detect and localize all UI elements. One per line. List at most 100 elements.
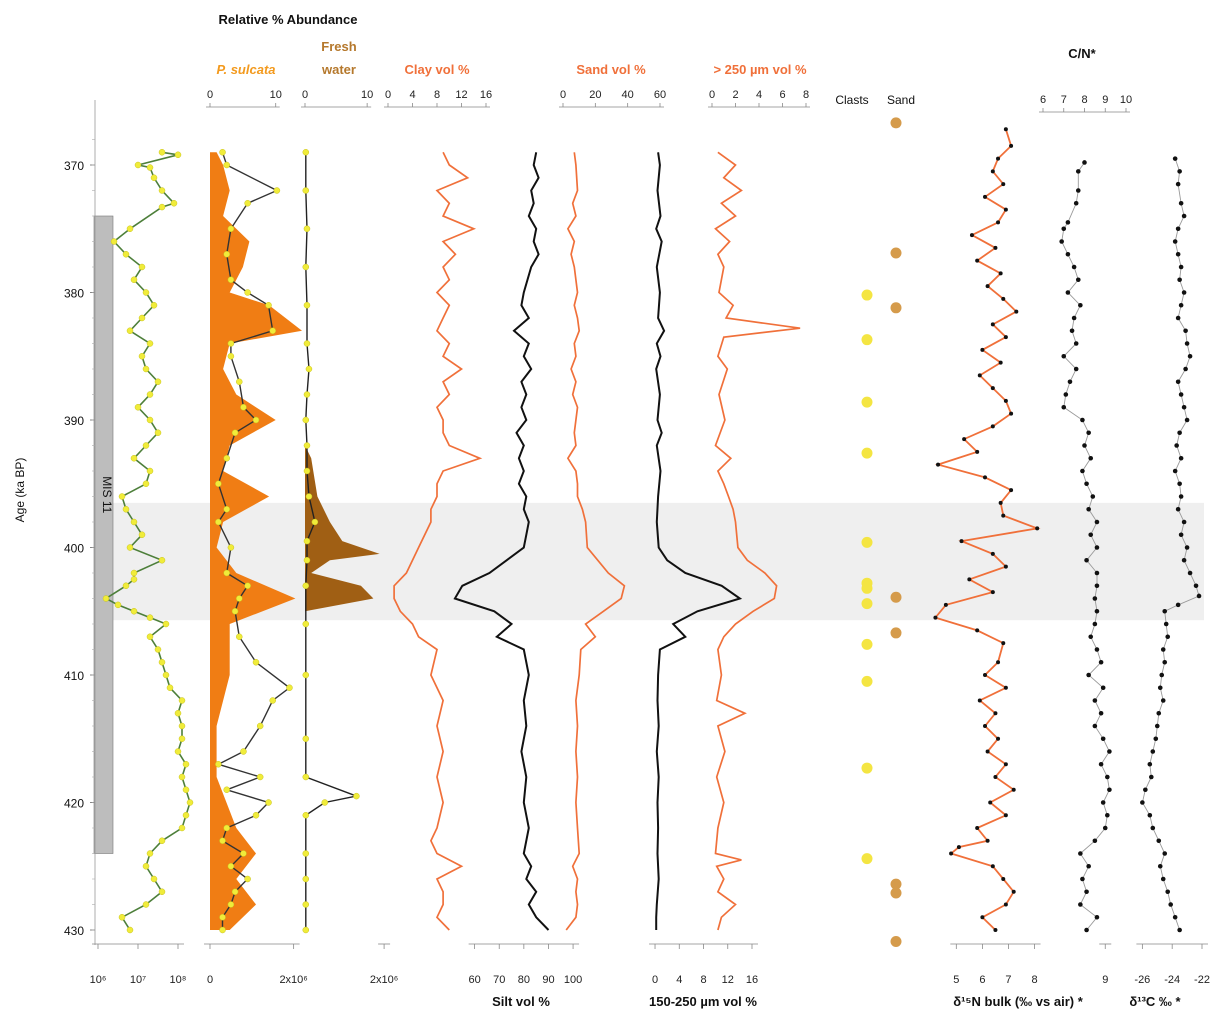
d13c-point (1193, 583, 1199, 589)
p4-top-tick-label: 0 (385, 89, 391, 101)
d13c-point (1165, 889, 1171, 895)
green-series-point (130, 276, 138, 283)
d13c-point (1175, 315, 1181, 321)
p-sulcata-point (227, 353, 235, 360)
fresh-water-point (321, 799, 329, 806)
d15n-point (993, 775, 998, 779)
p-sulcata-point (219, 914, 226, 921)
d15n-point (975, 449, 980, 454)
p5-bottom-tick-label: 8 (700, 974, 706, 986)
cn-point (1098, 710, 1104, 716)
p-sulcata-point (219, 926, 226, 934)
p-sulcata-point (231, 888, 239, 895)
green-series-point (146, 850, 154, 857)
d15n-point (985, 838, 990, 843)
sand-marker (890, 591, 902, 603)
green-series-point (178, 773, 186, 781)
d13c-point (1184, 341, 1190, 346)
p2-bottom-tick-label: 0 (207, 974, 213, 986)
p3-top-tick-label: 10 (361, 89, 373, 101)
d13c-point (1174, 443, 1179, 448)
d13c-point (1178, 302, 1184, 308)
d15n-point (1001, 296, 1006, 301)
mis-label: MIS 11 (100, 476, 114, 513)
p4-top-tick-label: 4 (409, 89, 415, 101)
p6-top-tick-label: 8 (803, 89, 809, 101)
y-axis-title: Age (ka BP) (13, 458, 27, 523)
d13c-point (1165, 634, 1171, 640)
cn-point (1107, 749, 1112, 754)
p6-top-tick-label: 6 (779, 89, 785, 101)
cn-point (1098, 659, 1104, 665)
d15n-point (943, 602, 948, 607)
y-tick-label: 430 (64, 924, 84, 938)
p-sulcata-point (240, 748, 247, 755)
sand-marker (890, 247, 902, 259)
p-sulcata-point (269, 327, 276, 334)
d15n-point (1003, 685, 1008, 690)
cn-point (1094, 647, 1100, 652)
cn-point (1059, 239, 1064, 244)
d15n-point (977, 373, 982, 378)
d15n-point (998, 500, 1003, 505)
fresh-water-point (303, 391, 311, 398)
p9-top-tick-label: 6 (1040, 94, 1046, 106)
green-series-point (174, 710, 182, 717)
p-sulcata-point (252, 812, 260, 819)
cn-point (1065, 251, 1071, 257)
p-sulcata-point (236, 595, 243, 602)
green-series-point (174, 151, 182, 159)
d13c-point (1177, 927, 1182, 933)
green-series-point (130, 608, 138, 615)
fresh-water-point (303, 442, 311, 449)
p-sulcata-point (231, 608, 239, 615)
fresh-water-point (303, 340, 311, 347)
p-sulcata-point (223, 786, 230, 793)
green-series-point (146, 416, 154, 424)
d13c-point (1181, 519, 1187, 525)
cn-point (1105, 812, 1110, 818)
d15n-point (998, 360, 1003, 365)
p-sulcata-point (240, 850, 247, 857)
p-sulcata-point (223, 506, 230, 513)
green-series-point (186, 799, 194, 806)
d13c-point (1177, 169, 1182, 174)
y-tick-label: 410 (64, 669, 84, 683)
green-series-point (154, 646, 162, 653)
d15n-point (969, 233, 974, 238)
sand-title: Sand (887, 93, 915, 107)
p-sulcata-point (223, 455, 230, 462)
p10-bottom-tick-label: -26 (1134, 974, 1150, 986)
d13c-point (1172, 914, 1178, 920)
clast-marker (861, 447, 873, 459)
p-sulcata-point (244, 875, 251, 883)
clast-marker (861, 762, 873, 774)
d13c-point (1178, 455, 1184, 461)
d15n-point (983, 673, 987, 677)
sand-marker (890, 887, 902, 899)
fresh-water-point (302, 416, 310, 424)
d13c-point (1184, 417, 1190, 423)
d13c-point (1175, 602, 1181, 608)
cn-point (1088, 455, 1094, 461)
p5-top-tick-label: 60 (654, 89, 666, 101)
green-series-point (182, 786, 190, 793)
p-sulcata-point (215, 518, 222, 526)
green-series-point (126, 926, 134, 934)
cn-point (1071, 315, 1077, 321)
p8-bottom-tick-label: 6 (979, 974, 985, 986)
green-series-point (146, 164, 154, 171)
cn-point (1086, 430, 1091, 436)
d13c-point (1181, 404, 1187, 410)
fresh-water-point (302, 901, 310, 908)
d13c-point (1149, 774, 1154, 780)
green-series-point (158, 149, 166, 156)
cn-point (1092, 596, 1098, 601)
d13c-point (1175, 379, 1181, 385)
green-series-point (174, 748, 182, 755)
d13c-point (1156, 710, 1162, 716)
green-series-point (150, 875, 158, 883)
p4-top-tick-label: 12 (455, 89, 467, 101)
d13c-point (1175, 251, 1181, 257)
